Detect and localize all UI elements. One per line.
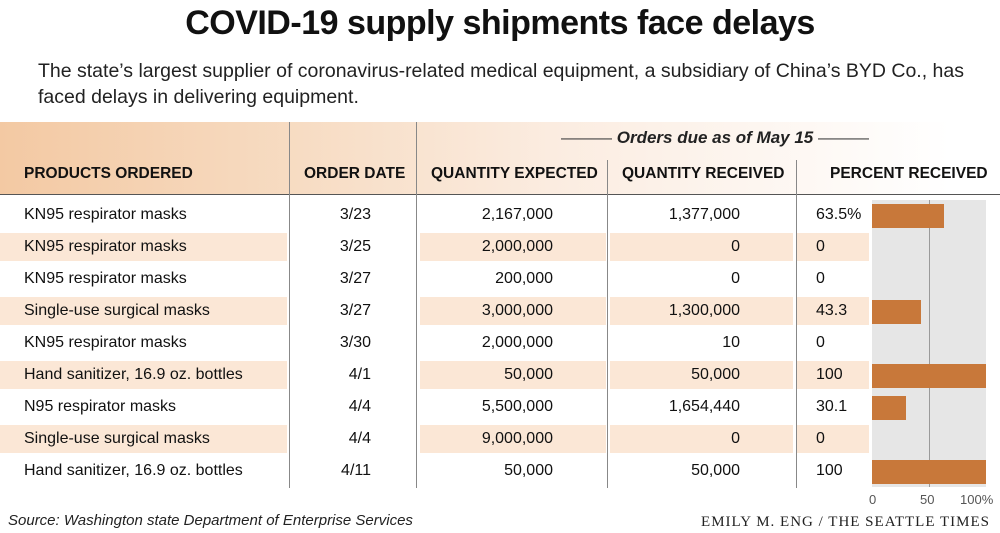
row-band <box>610 297 793 325</box>
row-band <box>610 361 793 389</box>
orders-due-text: Orders due as of May 15 <box>616 128 814 147</box>
product-name-cell: Single-use surgical masks <box>24 302 210 319</box>
percent-label-cell: 0 <box>816 270 825 287</box>
order-date-cell: 4/4 <box>348 430 371 447</box>
orders-due-left-rule: ——— <box>561 128 617 147</box>
percent-label-cell: 0 <box>816 430 825 447</box>
orders-due-label: ——— Orders due as of May 15 ——— <box>430 128 1000 148</box>
row-band <box>420 233 606 261</box>
quantity-received-cell: 0 <box>731 238 740 255</box>
axis-tick-100: 100% <box>960 492 994 507</box>
quantity-received-cell: 50,000 <box>691 366 740 383</box>
percent-bar <box>872 396 907 420</box>
row-band <box>797 233 869 261</box>
column-divider-2 <box>416 122 417 488</box>
row-band <box>610 233 793 261</box>
row-band <box>0 297 287 325</box>
order-date-cell: 3/23 <box>339 206 371 223</box>
percent-bar <box>872 460 986 484</box>
column-header-percent: PERCENT RECEIVED <box>830 165 988 182</box>
percent-label-cell: 30.1 <box>816 398 848 415</box>
chart-title: COVID-19 supply shipments face delays <box>185 4 815 42</box>
table-header-background <box>0 122 1000 194</box>
quantity-expected-cell: 5,500,000 <box>481 398 553 415</box>
quantity-expected-cell: 50,000 <box>504 366 553 383</box>
percent-label-cell: 43.3 <box>816 302 848 319</box>
percent-label-cell: 100 <box>816 462 843 479</box>
row-band <box>0 361 287 389</box>
row-band <box>797 297 869 325</box>
gridline-50 <box>929 200 930 487</box>
row-band <box>420 297 606 325</box>
product-name-cell: N95 respirator masks <box>24 398 177 415</box>
column-divider-1 <box>289 122 290 488</box>
order-date-cell: 3/30 <box>339 334 371 351</box>
product-name-cell: Hand sanitizer, 16.9 oz. bottles <box>24 366 243 383</box>
percent-label-cell: 0 <box>816 238 825 255</box>
quantity-expected-cell: 2,167,000 <box>481 206 553 223</box>
header-rule <box>0 194 1000 195</box>
percent-bar <box>872 204 945 228</box>
row-band <box>797 361 869 389</box>
order-date-cell: 3/27 <box>339 270 371 287</box>
source-note: Source: Washington state Department of E… <box>8 512 413 529</box>
column-divider-3 <box>607 160 608 488</box>
credit-line: EMILY M. ENG / THE SEATTLE TIMES <box>701 514 990 530</box>
quantity-expected-cell: 50,000 <box>504 462 553 479</box>
row-band <box>0 425 287 453</box>
quantity-expected-cell: 9,000,000 <box>481 430 553 447</box>
percent-label-cell: 63.5% <box>816 206 862 223</box>
quantity-received-cell: 1,377,000 <box>668 206 740 223</box>
chart-subtitle: The state’s largest supplier of coronavi… <box>38 60 964 108</box>
row-band <box>0 233 287 261</box>
row-band <box>610 425 793 453</box>
product-name-cell: KN95 respirator masks <box>24 206 187 223</box>
quantity-expected-cell: 2,000,000 <box>481 238 553 255</box>
column-header-received: QUANTITY RECEIVED <box>622 165 785 182</box>
quantity-received-cell: 10 <box>722 334 740 351</box>
quantity-expected-cell: 2,000,000 <box>481 334 553 351</box>
quantity-expected-cell: 3,000,000 <box>481 302 553 319</box>
quantity-received-cell: 1,300,000 <box>668 302 740 319</box>
product-name-cell: KN95 respirator masks <box>24 270 187 287</box>
quantity-received-cell: 0 <box>731 270 740 287</box>
column-header-date: ORDER DATE <box>304 165 406 182</box>
percent-bar <box>872 364 986 388</box>
quantity-expected-cell: 200,000 <box>495 270 553 287</box>
order-date-cell: 3/25 <box>339 238 371 255</box>
quantity-received-cell: 0 <box>731 430 740 447</box>
product-name-cell: Hand sanitizer, 16.9 oz. bottles <box>24 462 243 479</box>
product-name-cell: Single-use surgical masks <box>24 430 210 447</box>
axis-tick-50: 50 <box>920 492 935 507</box>
percent-bar <box>872 300 922 324</box>
row-band <box>420 361 606 389</box>
quantity-received-cell: 50,000 <box>691 462 740 479</box>
order-date-cell: 4/4 <box>348 398 371 415</box>
product-name-cell: KN95 respirator masks <box>24 334 187 351</box>
orders-due-right-rule: ——— <box>813 128 869 147</box>
column-header-product: PRODUCTS ORDERED <box>24 165 193 182</box>
row-band <box>420 425 606 453</box>
order-date-cell: 3/27 <box>339 302 371 319</box>
quantity-received-cell: 1,654,440 <box>668 398 740 415</box>
order-date-cell: 4/11 <box>341 462 371 479</box>
axis-tick-0: 0 <box>869 492 877 507</box>
column-header-expected: QUANTITY EXPECTED <box>431 165 598 182</box>
order-date-cell: 4/1 <box>348 366 371 383</box>
product-name-cell: KN95 respirator masks <box>24 238 187 255</box>
column-divider-4 <box>796 160 797 488</box>
percent-label-cell: 0 <box>816 334 825 351</box>
row-band <box>797 425 869 453</box>
percent-label-cell: 100 <box>816 366 843 383</box>
